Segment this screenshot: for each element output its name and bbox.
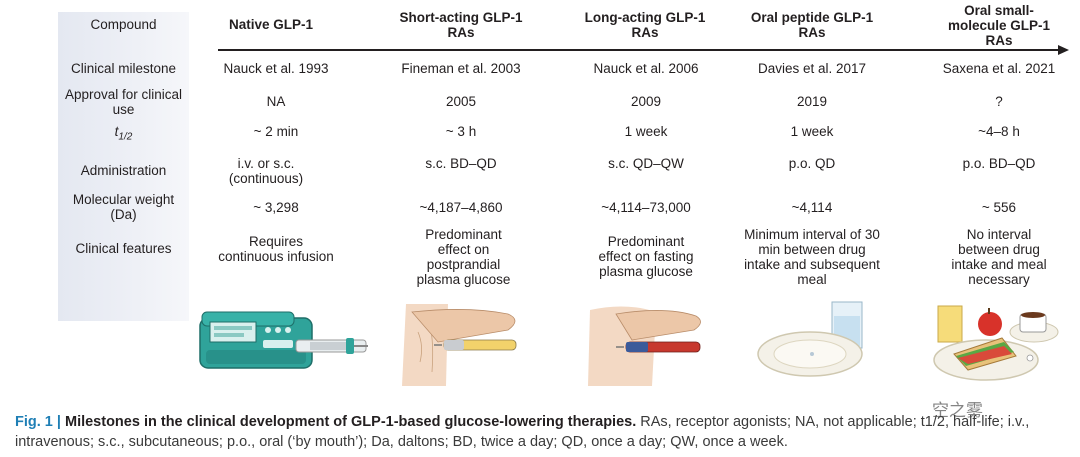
cell-half-life: 1 week — [790, 124, 834, 139]
plate-and-water-icon — [757, 301, 863, 377]
cell-milestone: Nauck et al. 2006 — [593, 61, 699, 76]
figure-title: Milestones in the clinical development o… — [64, 414, 637, 430]
cell-half-life: ~4–8 h — [978, 124, 1020, 139]
cell-administration: s.c. QD–QW — [608, 156, 684, 171]
cell-molecular-weight: ~ 3,298 — [253, 200, 299, 215]
header-short-acting: Short-acting GLP-1 RAs — [399, 10, 523, 40]
cell-half-life: ~ 2 min — [253, 124, 299, 139]
cell-approval: 2019 — [796, 94, 828, 109]
cell-approval: 2005 — [445, 94, 477, 109]
figure-number: Fig. 1 | — [15, 414, 61, 430]
watermark: 空之雾 — [932, 401, 983, 420]
cell-molecular-weight: ~ 556 — [981, 200, 1017, 215]
cell-milestone: Davies et al. 2017 — [757, 61, 867, 76]
label-administration: Administration — [80, 163, 167, 178]
meal-and-tablet-icon — [933, 305, 1059, 381]
label-clinical-features: Clinical features — [75, 241, 172, 256]
cell-milestone: Nauck et al. 1993 — [223, 61, 329, 76]
infusion-pump-icon — [199, 311, 368, 369]
cell-molecular-weight: ~4,187–4,860 — [419, 200, 503, 215]
cell-clinical-features: Minimum interval of 30 min between drug … — [744, 227, 880, 287]
header-oral-small-molecule: Oral small-molecule GLP-1 RAs — [947, 3, 1051, 48]
label-approval: Approval for clinical use — [64, 87, 183, 117]
cell-half-life: 1 week — [624, 124, 668, 139]
cell-milestone: Saxena et al. 2021 — [942, 61, 1056, 76]
label-compound: Compound — [90, 17, 157, 32]
half-life-subscript: 1/2 — [118, 131, 133, 143]
pen-injector-long-icon — [588, 306, 701, 386]
cell-clinical-features: No interval between drug intake and meal… — [951, 227, 1047, 287]
label-molecular-weight: Molecular weight (Da) — [72, 192, 175, 222]
row-label-panel — [58, 12, 189, 321]
cell-molecular-weight: ~4,114–73,000 — [601, 200, 691, 215]
timeline-arrowhead — [1058, 45, 1069, 55]
cell-clinical-features: Requires continuous infusion — [218, 234, 334, 264]
cell-administration: s.c. BD–QD — [425, 156, 497, 171]
figure-caption: Fig. 1 | Milestones in the clinical deve… — [15, 412, 1075, 452]
pen-injector-short-icon — [402, 304, 517, 386]
label-half-life: t1/2 — [58, 124, 189, 145]
half-life-symbol: t — [114, 124, 119, 139]
cell-molecular-weight: ~4,114 — [791, 200, 833, 215]
cell-administration: i.v. or s.c. (continuous) — [228, 156, 304, 186]
header-native-glp1: Native GLP-1 — [228, 17, 314, 32]
cell-approval: 2009 — [630, 94, 662, 109]
header-long-acting: Long-acting GLP-1 RAs — [584, 10, 706, 40]
cell-administration: p.o. QD — [788, 156, 836, 171]
cell-milestone: Fineman et al. 2003 — [401, 61, 521, 76]
cell-clinical-features: Predominant effect on fasting plasma glu… — [598, 234, 694, 279]
cell-clinical-features: Predominant effect on postprandial plasm… — [416, 227, 511, 287]
cell-approval: NA — [266, 94, 286, 109]
label-milestone: Clinical milestone — [70, 61, 177, 76]
figure-caption-text: RAs, receptor agonists; NA, not applicab… — [15, 414, 1030, 450]
cell-administration: p.o. BD–QD — [962, 156, 1036, 171]
cell-half-life: ~ 3 h — [445, 124, 477, 139]
cell-approval: ? — [995, 94, 1003, 109]
header-oral-peptide: Oral peptide GLP-1 RAs — [750, 10, 874, 40]
timeline-arrow — [218, 49, 1061, 51]
